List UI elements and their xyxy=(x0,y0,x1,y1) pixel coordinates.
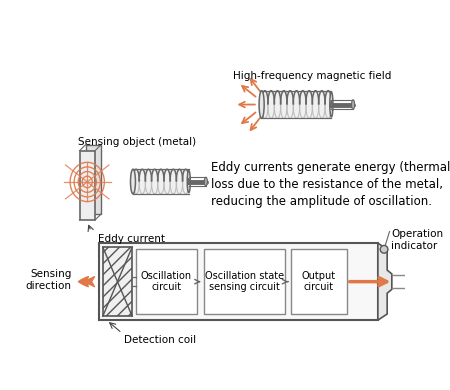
Ellipse shape xyxy=(188,179,189,184)
Text: Detection coil: Detection coil xyxy=(124,335,196,345)
Ellipse shape xyxy=(331,101,332,108)
Text: Oscillation state
sensing circuit: Oscillation state sensing circuit xyxy=(205,271,284,292)
Bar xyxy=(86,145,101,214)
FancyBboxPatch shape xyxy=(133,169,189,194)
Text: Sensing object (metal): Sensing object (metal) xyxy=(78,137,196,147)
Text: Eddy current: Eddy current xyxy=(98,234,165,244)
Ellipse shape xyxy=(259,91,264,119)
Ellipse shape xyxy=(330,92,333,117)
Bar xyxy=(203,249,285,314)
Bar xyxy=(80,151,95,220)
Bar xyxy=(291,249,347,314)
Ellipse shape xyxy=(204,177,207,186)
Bar xyxy=(103,247,132,316)
Text: Output
circuit: Output circuit xyxy=(302,271,336,292)
Text: Oscillation
circuit: Oscillation circuit xyxy=(141,271,192,292)
Ellipse shape xyxy=(351,100,355,110)
Circle shape xyxy=(380,245,388,253)
Bar xyxy=(99,243,378,320)
Text: Sensing
direction: Sensing direction xyxy=(26,269,72,291)
FancyBboxPatch shape xyxy=(261,91,331,119)
Ellipse shape xyxy=(130,169,135,194)
Ellipse shape xyxy=(187,170,190,193)
Text: High-frequency magnetic field: High-frequency magnetic field xyxy=(233,71,391,82)
Bar xyxy=(136,249,197,314)
Text: Eddy currents generate energy (thermal)
loss due to the resistance of the metal,: Eddy currents generate energy (thermal) … xyxy=(211,161,450,208)
Text: Operation
indicator: Operation indicator xyxy=(391,229,443,251)
Polygon shape xyxy=(378,243,392,320)
